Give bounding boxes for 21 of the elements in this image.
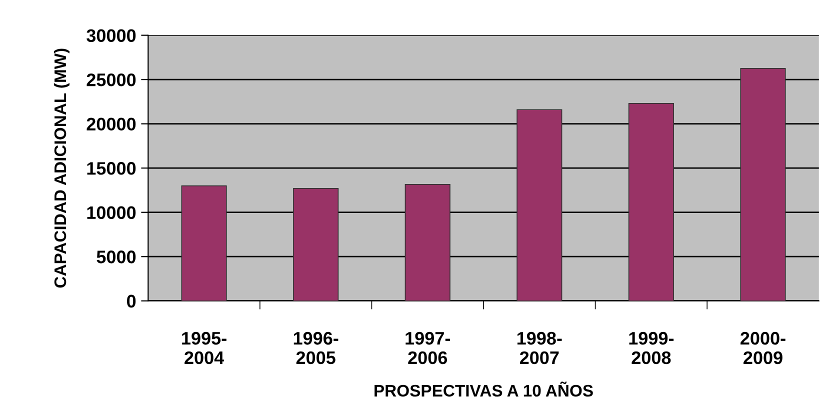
bar — [404, 184, 450, 301]
y-axis-title: CAPACIDAD ADICIONAL (MW) — [54, 48, 70, 288]
y-tick-label: 20000 — [86, 118, 136, 131]
x-axis-title: PROSPECTIVAS A 10 AÑOS — [374, 382, 593, 397]
x-tick-label: 1996- 2005 — [294, 332, 338, 364]
bar — [516, 109, 562, 301]
y-tick-label: 0 — [127, 294, 136, 308]
y-tick-label: 5000 — [96, 250, 136, 264]
x-tick-label: 1995- 2004 — [182, 332, 226, 364]
y-tick-label: 30000 — [86, 29, 136, 42]
bar — [628, 103, 674, 301]
y-tick-label: 25000 — [86, 73, 136, 86]
x-tick-label: 1997- 2006 — [406, 332, 450, 364]
x-tick-label: 1998- 2007 — [517, 332, 562, 364]
y-tick-label: 15000 — [87, 162, 136, 175]
x-tick-label: 1999- 2008 — [629, 332, 674, 364]
bar — [740, 68, 786, 301]
x-tick-label: 2000- 2009 — [740, 332, 786, 364]
bar — [181, 185, 227, 301]
y-tick-label: 10000 — [87, 206, 136, 220]
bar — [293, 188, 339, 301]
